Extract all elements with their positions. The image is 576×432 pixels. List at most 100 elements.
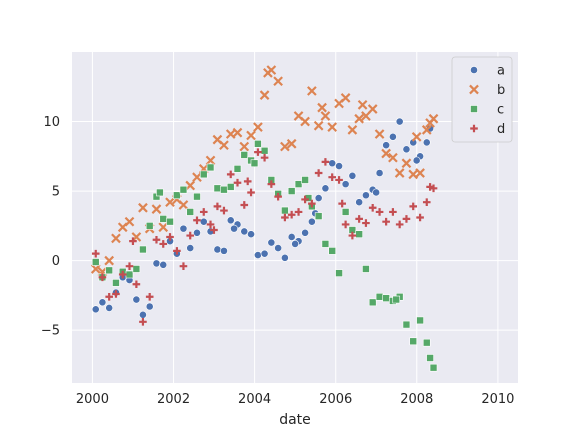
data-point-d — [308, 199, 316, 208]
data-point-d — [294, 208, 303, 216]
data-point-c — [426, 354, 434, 362]
data-point-b — [151, 204, 162, 215]
data-point-d — [355, 215, 363, 223]
data-point-a — [287, 233, 296, 241]
data-point-a — [280, 253, 289, 262]
x-tick-label: 2010 — [481, 392, 514, 407]
data-point-a — [348, 171, 357, 180]
x-tick-label: 2008 — [400, 392, 433, 407]
data-point-d — [281, 213, 289, 222]
data-point-c — [105, 266, 113, 275]
data-point-b — [192, 172, 202, 183]
data-point-b — [185, 180, 196, 191]
data-point-c — [422, 338, 431, 347]
data-point-d — [341, 220, 350, 229]
data-point-d — [395, 220, 404, 229]
data-point-a — [402, 145, 411, 154]
data-point-b — [124, 216, 135, 227]
y-tick-label: 5 — [52, 185, 60, 200]
data-point-b — [286, 138, 297, 149]
data-point-d — [166, 233, 174, 241]
data-point-c — [220, 185, 228, 194]
data-point-b — [347, 125, 358, 135]
data-point-d — [426, 183, 434, 191]
data-point-a — [382, 141, 391, 150]
data-point-b — [340, 93, 351, 103]
data-point-b — [158, 222, 169, 233]
data-point-b — [280, 141, 290, 152]
data-point-c — [199, 170, 208, 179]
data-point-d — [193, 216, 201, 225]
x-tick-label: 2000 — [76, 392, 109, 407]
data-point-a — [341, 180, 350, 189]
data-point-d — [179, 262, 188, 270]
data-point-c — [125, 270, 134, 279]
data-point-c — [294, 180, 303, 188]
data-point-a — [98, 298, 107, 307]
data-point-a — [240, 227, 249, 236]
data-point-a — [328, 159, 337, 168]
data-point-c — [139, 245, 147, 254]
data-point-d — [382, 217, 390, 226]
data-point-b — [178, 200, 189, 210]
data-point-a — [301, 228, 310, 237]
data-point-d — [402, 215, 411, 223]
data-point-c — [314, 212, 323, 220]
data-point-b — [225, 129, 236, 139]
data-point-c — [233, 165, 242, 173]
data-point-d — [389, 208, 397, 216]
data-point-d — [159, 240, 168, 248]
data-point-a — [260, 249, 269, 258]
data-point-d — [314, 169, 323, 177]
data-point-b — [408, 169, 419, 180]
data-point-c — [132, 265, 141, 273]
data-point-a — [226, 216, 235, 225]
data-point-d — [243, 177, 252, 186]
series-b — [90, 65, 439, 277]
data-point-b — [313, 120, 324, 131]
y-tick-label: −5 — [41, 324, 60, 339]
data-point-c — [416, 316, 424, 325]
data-point-a — [220, 246, 228, 255]
data-point-b — [415, 168, 425, 178]
data-point-a — [230, 224, 238, 233]
data-point-a — [335, 162, 343, 170]
data-point-a — [132, 295, 141, 304]
data-point-a — [213, 245, 222, 254]
x-tick-labels: 2000 2002 2004 2006 2008 2010 — [76, 392, 515, 407]
data-point-a — [274, 244, 283, 252]
legend-marker-c — [470, 105, 478, 113]
data-point-a — [152, 259, 161, 268]
data-point-b — [401, 158, 412, 169]
y-tick-label: 10 — [43, 115, 60, 130]
data-point-b — [367, 104, 378, 114]
data-point-d — [368, 203, 377, 212]
data-point-d — [362, 219, 370, 227]
data-point-b — [320, 111, 331, 121]
data-point-d — [139, 318, 147, 326]
data-point-d — [416, 213, 424, 222]
data-point-b — [205, 155, 216, 166]
data-point-a — [91, 305, 100, 314]
y-tick-label: 0 — [52, 254, 60, 269]
data-point-c — [213, 184, 222, 193]
data-point-d — [206, 220, 215, 229]
data-point-a — [179, 224, 188, 233]
data-point-a — [362, 191, 370, 200]
data-point-b — [317, 102, 327, 113]
data-point-a — [254, 251, 262, 259]
data-point-a — [314, 194, 323, 202]
data-point-c — [392, 295, 401, 304]
data-point-c — [166, 217, 174, 226]
data-point-a — [193, 228, 201, 237]
data-point-d — [125, 262, 134, 270]
data-point-a — [199, 217, 208, 226]
data-point-b — [253, 122, 263, 132]
data-point-d — [375, 208, 384, 216]
data-point-d — [210, 226, 218, 234]
data-point-b — [259, 90, 270, 100]
data-point-c — [328, 247, 336, 255]
data-point-a — [139, 310, 147, 319]
data-point-c — [186, 208, 195, 216]
